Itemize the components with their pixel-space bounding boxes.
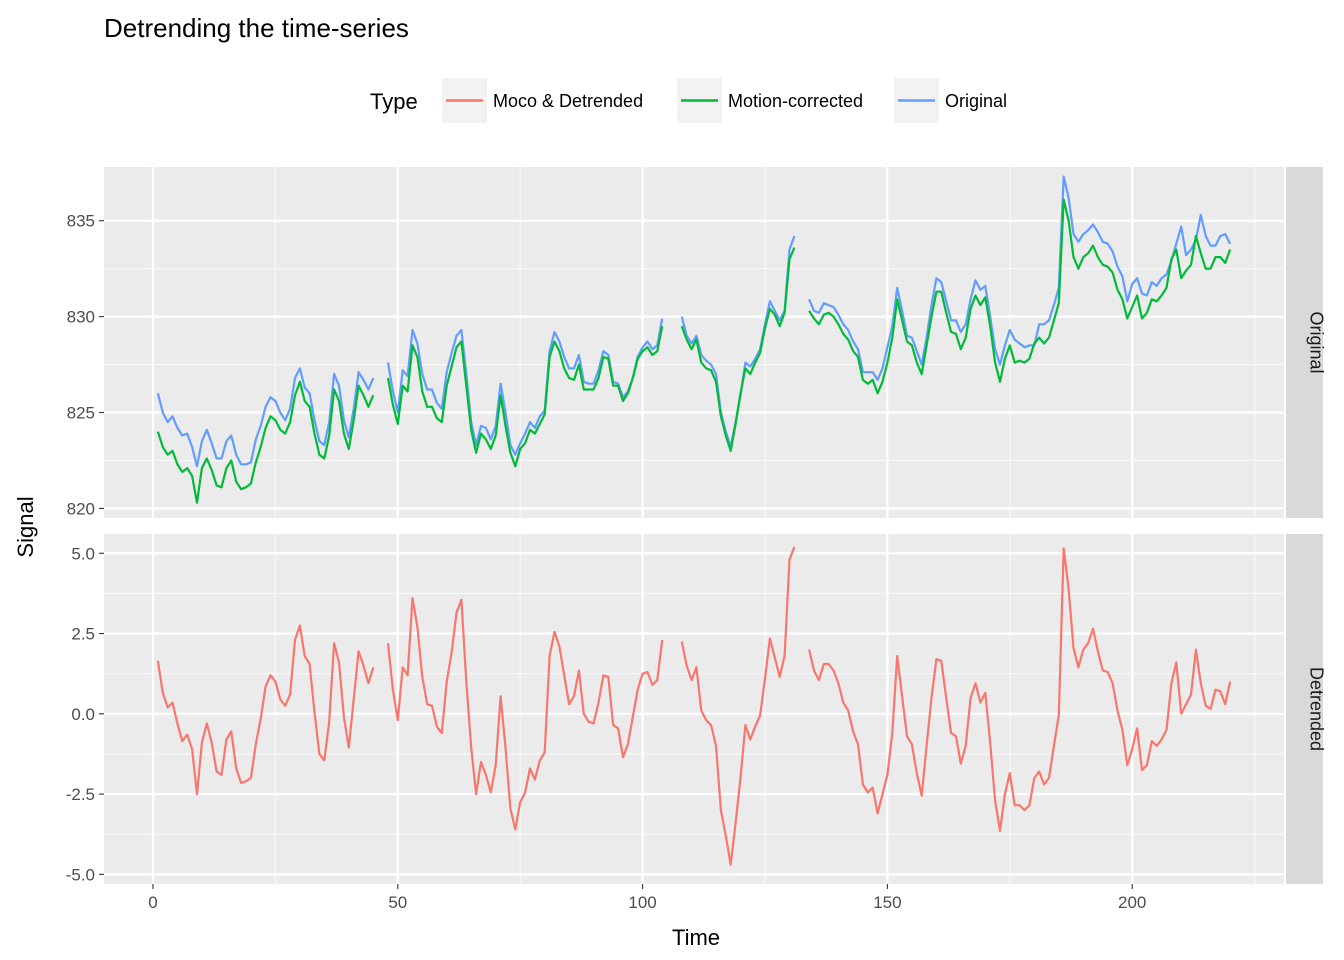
panel-original: 820 825 830 835 Original: [67, 167, 1327, 518]
series-line: [808, 175, 1232, 381]
legend: Type Moco & Detrended Motion-corrected Ori…: [370, 78, 1007, 123]
facet-strip: [1286, 167, 1323, 518]
facet-strip-label: Original: [1307, 311, 1327, 373]
series-line: [680, 247, 796, 452]
series-line: [808, 547, 1232, 833]
chart-title: Detrending the time-series: [104, 13, 409, 43]
panel-detrended: -5.0 -2.5 0.0 2.5 5.0 Detrended: [66, 534, 1327, 884]
panel-background: [104, 534, 1284, 884]
y-tick-label: -5.0: [66, 865, 95, 884]
y-tick-label: 5.0: [71, 544, 95, 563]
series-original: [156, 175, 1232, 468]
y-tick-label: -2.5: [66, 785, 95, 804]
series-line: [386, 597, 664, 831]
x-axis: 0 50 100 150 200: [148, 884, 1146, 912]
legend-title: Type: [370, 89, 418, 114]
y-tick-label: 830: [67, 308, 95, 327]
legend-label: Motion-corrected: [728, 91, 863, 111]
panels: 820 825 830 835 Original -5.0 -2.5 0.0 2.5 5.0 Det…: [66, 167, 1327, 912]
x-tick-label: 100: [628, 893, 656, 912]
x-tick-label: 50: [388, 893, 407, 912]
x-tick-label: 0: [148, 893, 157, 912]
legend-item: Motion-corrected: [677, 78, 863, 123]
facet-strip-label: Detrended: [1307, 667, 1327, 751]
series-line: [386, 318, 664, 456]
y-tick-label: 835: [67, 212, 95, 231]
y-tick-label: 820: [67, 499, 95, 518]
series-line: [156, 624, 375, 796]
facet-strip: [1286, 534, 1323, 884]
x-tick-label: 150: [873, 893, 901, 912]
series-line: [156, 380, 375, 504]
legend-item: Moco & Detrended: [442, 78, 643, 123]
legend-label: Original: [945, 91, 1007, 111]
x-tick-label: 200: [1118, 893, 1146, 912]
series-moco-detrended: [156, 546, 1232, 866]
y-tick-label: 825: [67, 404, 95, 423]
series-line: [680, 546, 796, 866]
y-axis-title: Signal: [13, 496, 38, 557]
y-tick-label: 2.5: [71, 625, 95, 644]
legend-item: Original: [894, 78, 1007, 123]
series-line: [808, 198, 1232, 395]
x-axis-title: Time: [672, 925, 720, 950]
y-tick-label: 0.0: [71, 705, 95, 724]
series-line: [386, 325, 664, 468]
series-motion-corrected: [156, 198, 1232, 504]
legend-label: Moco & Detrended: [493, 91, 643, 111]
series-line: [156, 367, 375, 468]
